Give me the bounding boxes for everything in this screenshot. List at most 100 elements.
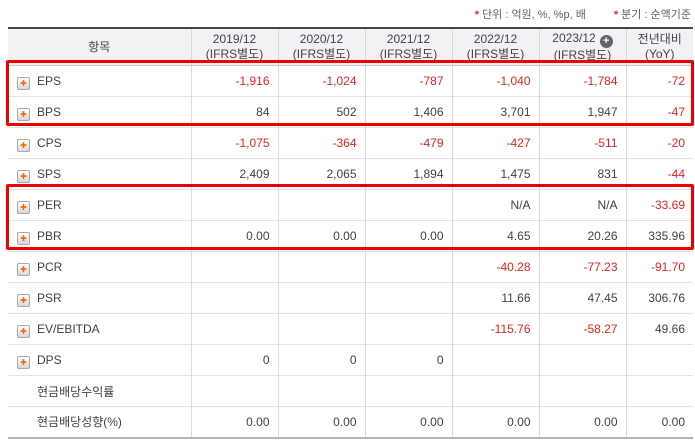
plus-glyph: ✚: [20, 233, 27, 243]
period-label: 2019/12: [212, 32, 257, 46]
cell-value: 11.66: [451, 282, 539, 314]
cell-value: [451, 375, 539, 407]
expand-row-icon[interactable]: ✚: [17, 200, 30, 214]
cell-value: -511: [538, 127, 626, 159]
cell-value: [364, 282, 452, 314]
cell-value: 47.45: [538, 282, 626, 314]
cell-yoy: -20: [625, 127, 693, 159]
cell-value: -115.76: [451, 313, 539, 345]
col-header-2022: 2022/12 (IFRS별도): [451, 28, 539, 66]
cell-value: [190, 313, 278, 345]
row-label-cell: ✚ SPS: [8, 158, 191, 190]
row-label: BPS: [37, 104, 62, 119]
cell-yoy: [625, 375, 693, 407]
plus-glyph: ✚: [20, 171, 27, 181]
cell-value: 0.00: [277, 220, 365, 252]
cell-value: 831: [538, 158, 626, 190]
cell-value: [538, 375, 626, 407]
cell-value: -58.27: [538, 313, 626, 345]
cell-value: -427: [451, 127, 539, 159]
cell-value: 1,406: [364, 96, 452, 128]
cell-value: 1,894: [364, 158, 452, 190]
expand-row-icon[interactable]: ✚: [17, 138, 30, 152]
valuation-table: 항목 2019/12 (IFRS별도) 2020/12 (IFRS별도) 202…: [8, 27, 693, 439]
row-label-cell: 현금배당성향(%): [8, 406, 191, 438]
cell-value: [190, 375, 278, 407]
cell-value: 0.00: [364, 406, 452, 438]
plus-glyph: ✚: [20, 140, 27, 150]
cell-value: N/A: [451, 189, 539, 221]
plus-glyph: ✚: [20, 295, 27, 305]
yoy-label: 전년대비: [637, 32, 682, 46]
expand-row-icon[interactable]: ✚: [17, 293, 30, 307]
cell-yoy: 306.76: [625, 282, 693, 314]
cell-yoy: -91.70: [625, 251, 693, 283]
cell-yoy: 49.66: [625, 313, 693, 345]
cell-value: 0.00: [190, 406, 278, 438]
row-label: 현금배당성향(%): [37, 415, 122, 430]
asterisk-icon: *: [613, 9, 619, 21]
expand-row-icon[interactable]: ✚: [17, 355, 30, 369]
table-row-dps: ✚ DPS 0 0 0: [8, 344, 693, 376]
cell-value: -1,024: [277, 65, 365, 97]
expand-row-icon[interactable]: ✚: [17, 324, 30, 338]
expand-row-icon[interactable]: ✚: [17, 262, 30, 276]
period-label: 2023/12: [552, 31, 596, 45]
col-header-item-label: 항목: [88, 39, 111, 54]
expand-row-icon[interactable]: ✚: [17, 76, 30, 90]
table-row-sps: ✚ SPS 2,409 2,065 1,894 1,475 831 -44: [8, 158, 693, 190]
cell-value: 0: [364, 344, 452, 376]
cell-value: [277, 189, 365, 221]
cell-value: 20.26: [538, 220, 626, 252]
expand-row-icon[interactable]: ✚: [17, 169, 30, 183]
row-label-cell: 현금배당수익률: [8, 375, 191, 407]
row-label: EPS: [37, 73, 62, 88]
row-label-cell: ✚ CPS: [8, 127, 191, 159]
cell-value: 1,475: [451, 158, 539, 190]
cell-value: -77.23: [538, 251, 626, 283]
cell-value: -364: [277, 127, 365, 159]
add-period-icon[interactable]: +: [599, 35, 613, 48]
row-label-cell: ✚ PBR: [8, 220, 191, 252]
cell-yoy: -33.69: [625, 189, 693, 221]
expand-row-icon[interactable]: ✚: [17, 231, 30, 245]
cell-value: [538, 344, 626, 376]
table-notes: * 단위 : 억원, %, %p, 배 * 분기 : 순액기준: [475, 6, 691, 22]
cell-value: 2,409: [190, 158, 278, 190]
table-row-cash-dividend-yield: 현금배당수익률: [8, 375, 693, 407]
cell-yoy: 0.00: [625, 406, 693, 438]
cell-value: 2,065: [277, 158, 365, 190]
period-label: 2020/12: [299, 32, 344, 46]
table-row-psr: ✚ PSR 11.66 47.45 306.76: [8, 282, 693, 314]
plus-glyph: ✚: [20, 326, 27, 336]
row-label-cell: ✚ PSR: [8, 282, 191, 314]
row-label-cell: ✚ PER: [8, 189, 191, 221]
cell-value: 0.00: [277, 406, 365, 438]
col-header-yoy: 전년대비 (YoY): [625, 28, 693, 66]
table-row-ev-ebitda: ✚ EV/EBITDA -115.76 -58.27 49.66: [8, 313, 693, 345]
table-row-cash-dividend-payout: 현금배당성향(%) 0.00 0.00 0.00 0.00 0.00 0.00: [8, 406, 693, 438]
table-row-eps: ✚ EPS -1,916 -1,024 -787 -1,040 -1,784 -7…: [8, 65, 693, 97]
period-label: 2021/12: [386, 32, 431, 46]
cell-value: -1,075: [190, 127, 278, 159]
row-label-cell: ✚ BPS: [8, 96, 191, 128]
cell-value: [277, 282, 365, 314]
cell-value: 4.65: [451, 220, 539, 252]
row-label: PER: [37, 197, 62, 212]
cell-value: -1,040: [451, 65, 539, 97]
table-row-cps: ✚ CPS -1,075 -364 -479 -427 -511 -20: [8, 127, 693, 159]
expand-row-icon[interactable]: ✚: [17, 107, 30, 121]
plus-glyph: ✚: [20, 264, 27, 274]
cell-value: [277, 313, 365, 345]
row-label-cell: ✚ EPS: [8, 66, 191, 97]
cell-value: [364, 375, 452, 407]
cell-value: 0.00: [451, 406, 539, 438]
cell-yoy: -47: [625, 96, 693, 128]
standard-label: (IFRS별도): [466, 47, 525, 61]
period-line: 2023/12 +: [540, 31, 626, 48]
asterisk-icon: *: [474, 9, 480, 21]
plus-glyph: ✚: [20, 78, 27, 88]
cell-value: 84: [190, 96, 278, 128]
unit-note-text: 단위 : 억원, %, %p, 배: [482, 9, 586, 21]
